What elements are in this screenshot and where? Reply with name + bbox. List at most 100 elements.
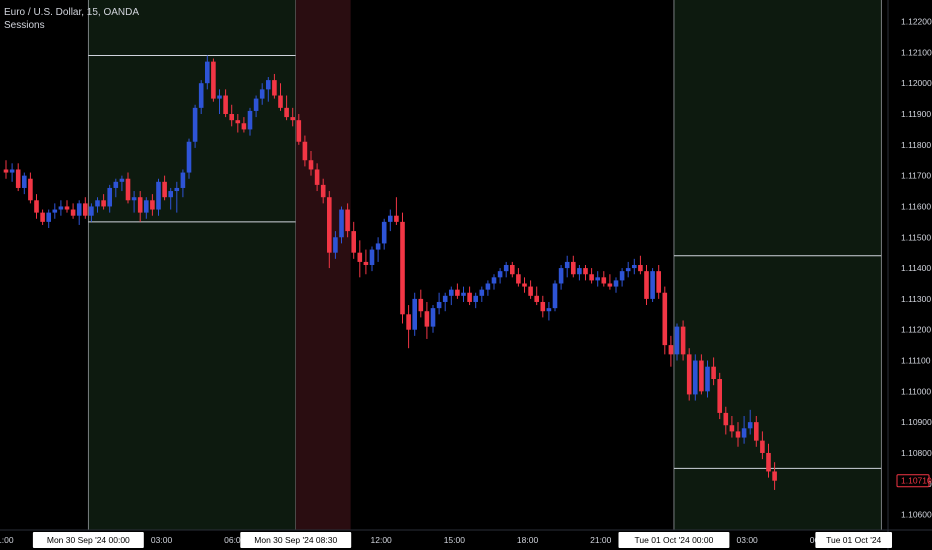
candle-body[interactable] — [601, 277, 607, 284]
candle-body[interactable] — [113, 181, 119, 188]
candle-body[interactable] — [723, 412, 729, 426]
candle-body[interactable] — [137, 197, 143, 213]
candle-body[interactable] — [412, 298, 417, 330]
candle-body[interactable] — [711, 366, 716, 380]
candle-body[interactable] — [455, 289, 460, 296]
candle-body[interactable] — [247, 110, 253, 130]
candle-body[interactable] — [144, 200, 149, 213]
candle-body[interactable] — [632, 265, 637, 269]
candle-body[interactable] — [436, 301, 442, 309]
candle-body[interactable] — [259, 89, 265, 99]
candle-body[interactable] — [510, 265, 515, 275]
candle-body[interactable] — [241, 123, 247, 130]
candle-body[interactable] — [125, 178, 131, 201]
candle-body[interactable] — [308, 160, 314, 170]
candle-body[interactable] — [168, 191, 173, 198]
candle-body[interactable] — [156, 181, 161, 210]
candle-body[interactable] — [607, 283, 613, 287]
candle-body[interactable] — [522, 283, 527, 287]
candle-body[interactable] — [290, 117, 295, 121]
candle-body[interactable] — [613, 280, 619, 287]
candle-body[interactable] — [28, 178, 33, 201]
time-badge[interactable] — [815, 532, 892, 548]
candle-body[interactable] — [162, 181, 167, 198]
candle-body[interactable] — [760, 440, 765, 453]
candle-body[interactable] — [540, 301, 546, 312]
candle-body[interactable] — [546, 308, 552, 312]
candle-body[interactable] — [571, 261, 576, 275]
candle-body[interactable] — [107, 187, 112, 207]
candle-body[interactable] — [662, 292, 668, 346]
candle-body[interactable] — [15, 169, 21, 188]
candle-body[interactable] — [119, 178, 125, 182]
candle-body[interactable] — [528, 286, 533, 296]
candle-body[interactable] — [131, 197, 137, 201]
candle-body[interactable] — [357, 252, 363, 262]
candle-body[interactable] — [693, 360, 698, 395]
candle-body[interactable] — [223, 95, 228, 115]
candle-body[interactable] — [400, 221, 405, 315]
candle-body[interactable] — [46, 212, 51, 222]
candle-body[interactable] — [516, 274, 521, 284]
candle-body[interactable] — [552, 283, 558, 309]
candle-body[interactable] — [467, 292, 472, 302]
candle-body[interactable] — [766, 452, 771, 472]
candle-body[interactable] — [442, 295, 448, 302]
candle-body[interactable] — [717, 379, 722, 413]
candle-body[interactable] — [363, 261, 369, 265]
candle-body[interactable] — [76, 203, 82, 216]
candle-body[interactable] — [235, 120, 241, 124]
candle-body[interactable] — [772, 471, 777, 481]
candle-body[interactable] — [577, 268, 582, 275]
candle-body[interactable] — [754, 422, 759, 441]
candle-body[interactable] — [314, 169, 320, 185]
candle-body[interactable] — [58, 206, 64, 210]
candle-body[interactable] — [638, 265, 643, 272]
candle-body[interactable] — [503, 265, 509, 272]
candle-body[interactable] — [705, 366, 710, 392]
candle-body[interactable] — [351, 231, 356, 253]
candle-body[interactable] — [449, 289, 454, 296]
candle-body[interactable] — [302, 141, 308, 161]
candle-body[interactable] — [674, 326, 680, 355]
candle-body[interactable] — [266, 80, 271, 90]
symbol-title[interactable]: Euro / U.S. Dollar, 15, OANDA — [4, 7, 140, 18]
candle-body[interactable] — [339, 209, 344, 238]
candle-body[interactable] — [644, 271, 649, 299]
candle-body[interactable] — [320, 184, 326, 198]
candle-body[interactable] — [211, 61, 216, 99]
candle-body[interactable] — [101, 200, 106, 207]
candle-body[interactable] — [534, 295, 539, 302]
time-badge[interactable] — [32, 532, 144, 548]
candle-body[interactable] — [95, 200, 100, 207]
candle-body[interactable] — [650, 271, 655, 299]
candle-body[interactable] — [747, 422, 753, 429]
candle-body[interactable] — [192, 107, 198, 142]
time-badge[interactable] — [618, 532, 730, 548]
last-price-badge[interactable] — [896, 474, 930, 488]
candle-body[interactable] — [333, 237, 338, 253]
candle-body[interactable] — [564, 261, 570, 269]
candle-body[interactable] — [589, 274, 594, 281]
candle-body[interactable] — [656, 271, 661, 293]
candle-body[interactable] — [278, 95, 283, 108]
candle-body[interactable] — [680, 326, 686, 355]
candle-body[interactable] — [595, 277, 600, 281]
candle-body[interactable] — [394, 215, 399, 222]
candle-body[interactable] — [473, 295, 478, 302]
candle-body[interactable] — [625, 268, 631, 272]
candle-body[interactable] — [668, 345, 674, 355]
candle-body[interactable] — [369, 249, 375, 265]
candle-body[interactable] — [186, 141, 192, 173]
candle-body[interactable] — [345, 209, 350, 232]
candle-body[interactable] — [381, 221, 387, 244]
candle-body[interactable] — [180, 172, 186, 188]
candle-body[interactable] — [461, 292, 466, 296]
candle-body[interactable] — [729, 425, 735, 432]
candle-body[interactable] — [558, 268, 564, 284]
candle-body[interactable] — [89, 206, 94, 216]
candle-body[interactable] — [375, 243, 381, 250]
candle-body[interactable] — [406, 314, 411, 330]
